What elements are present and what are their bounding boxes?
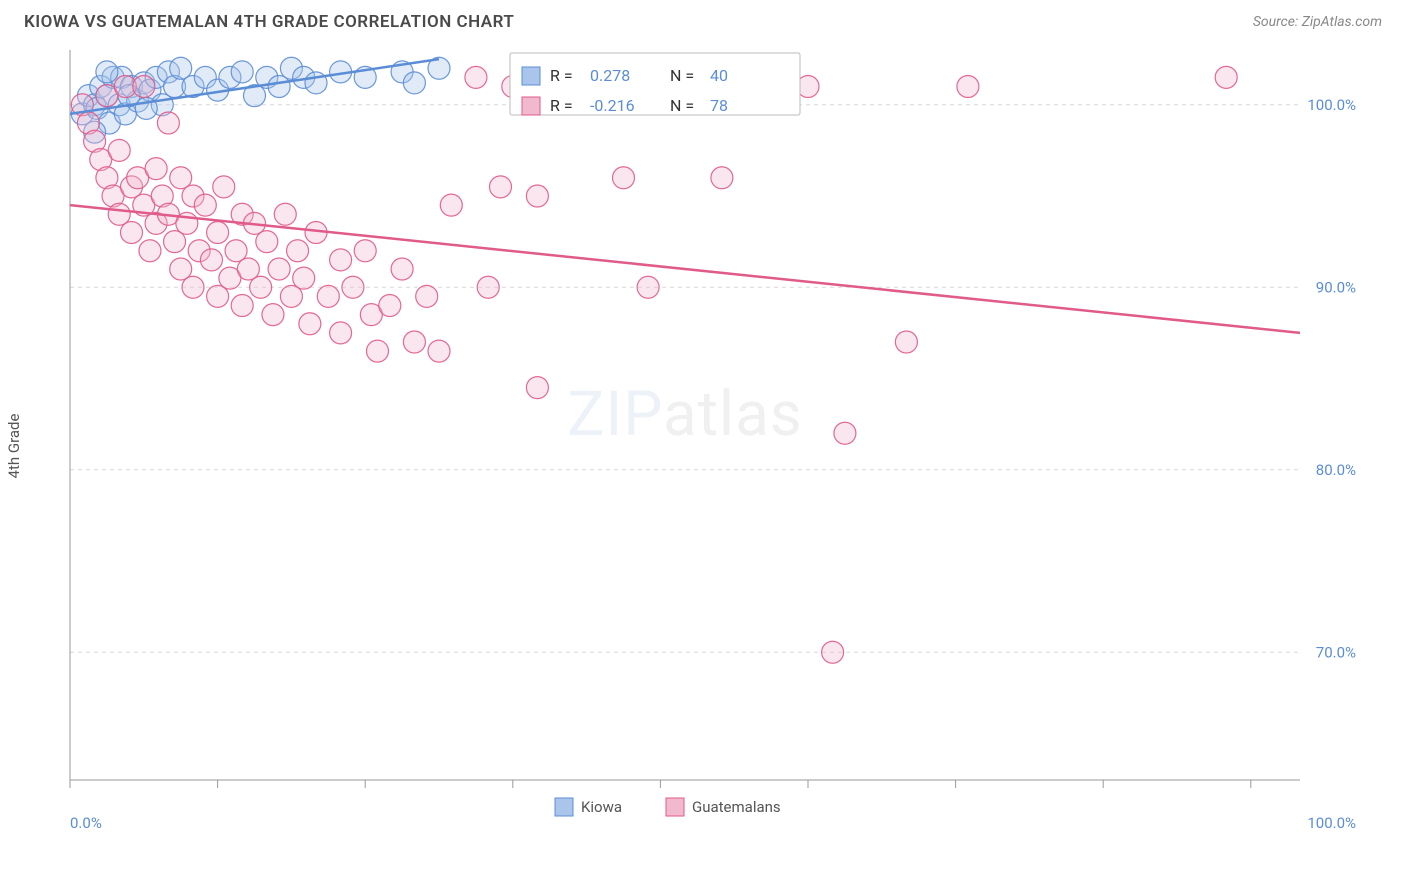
chart-container: 70.0% 80.0% 90.0% 100.0% 0.0% 100.0% ZIPatlas R…	[60, 40, 1382, 840]
data-point-guatemalans	[317, 285, 339, 307]
chart-header: KIOWA VS GUATEMALAN 4TH GRADE CORRELATIO…	[0, 0, 1406, 40]
legend-n-label: N =	[670, 96, 694, 115]
data-point-guatemalans	[490, 176, 512, 198]
data-point-guatemalans	[182, 276, 204, 298]
data-point-guatemalans	[895, 331, 917, 353]
legend-swatch	[522, 67, 540, 85]
legend-r-label: R =	[550, 66, 573, 85]
data-point-guatemalans	[274, 203, 296, 225]
data-point-guatemalans	[822, 641, 844, 663]
data-point-guatemalans	[133, 76, 155, 98]
data-point-guatemalans	[157, 112, 179, 134]
legend-n-value: 40	[710, 66, 728, 85]
data-point-guatemalans	[613, 167, 635, 189]
data-point-guatemalans	[231, 295, 253, 317]
y-tick-label: 90.0%	[1316, 278, 1356, 296]
data-point-guatemalans	[342, 276, 364, 298]
x-legend-swatch	[555, 798, 573, 816]
data-point-guatemalans	[194, 194, 216, 216]
data-point-guatemalans	[330, 249, 352, 271]
scatter-plot: 70.0% 80.0% 90.0% 100.0% 0.0% 100.0% ZIPatlas R…	[60, 40, 1360, 840]
data-point-guatemalans	[391, 258, 413, 280]
data-point-guatemalans	[213, 176, 235, 198]
legend-n-label: N =	[670, 66, 694, 85]
data-point-guatemalans	[440, 194, 462, 216]
data-point-guatemalans	[637, 276, 659, 298]
legend-r-value: 0.278	[590, 66, 630, 85]
chart-title: KIOWA VS GUATEMALAN 4TH GRADE CORRELATIO…	[24, 12, 514, 32]
watermark: ZIPatlas	[567, 378, 803, 451]
data-point-kiowa	[231, 61, 253, 83]
data-point-kiowa	[403, 72, 425, 94]
data-point-guatemalans	[711, 167, 733, 189]
data-point-guatemalans	[379, 295, 401, 317]
data-point-guatemalans	[250, 276, 272, 298]
data-point-guatemalans	[1215, 66, 1237, 88]
legend-n-value: 78	[710, 96, 728, 115]
data-point-guatemalans	[354, 240, 376, 262]
y-tick-label: 80.0%	[1316, 461, 1356, 479]
legend-r-value: -0.216	[590, 96, 635, 115]
data-point-guatemalans	[367, 340, 389, 362]
data-point-guatemalans	[139, 240, 161, 262]
data-point-guatemalans	[416, 285, 438, 307]
data-point-guatemalans	[330, 322, 352, 344]
data-point-guatemalans	[428, 340, 450, 362]
legend-r-label: R =	[550, 96, 573, 115]
data-point-guatemalans	[834, 422, 856, 444]
y-axis-label: 4th Grade	[5, 414, 23, 479]
data-point-guatemalans	[465, 66, 487, 88]
x-legend-label: Kiowa	[581, 798, 622, 816]
data-point-guatemalans	[268, 258, 290, 280]
x-axis-max-label: 100.0%	[1307, 814, 1356, 832]
chart-source: Source: ZipAtlas.com	[1253, 14, 1382, 30]
data-point-guatemalans	[299, 313, 321, 335]
data-point-guatemalans	[207, 222, 229, 244]
data-point-guatemalans	[256, 231, 278, 253]
x-legend-label: Guatemalans	[692, 798, 781, 816]
data-point-kiowa	[96, 61, 118, 83]
data-point-guatemalans	[957, 76, 979, 98]
data-point-guatemalans	[121, 222, 143, 244]
y-tick-label: 70.0%	[1316, 643, 1356, 661]
data-point-guatemalans	[262, 304, 284, 326]
data-point-guatemalans	[403, 331, 425, 353]
data-point-guatemalans	[526, 377, 548, 399]
y-tick-label: 100.0%	[1307, 96, 1356, 114]
x-axis-min-label: 0.0%	[70, 814, 102, 832]
data-point-guatemalans	[477, 276, 499, 298]
data-point-guatemalans	[145, 158, 167, 180]
data-point-guatemalans	[200, 249, 222, 271]
data-point-guatemalans	[287, 240, 309, 262]
data-point-guatemalans	[293, 267, 315, 289]
legend-swatch	[522, 97, 540, 115]
data-point-guatemalans	[108, 139, 130, 161]
x-legend-swatch	[666, 798, 684, 816]
data-point-guatemalans	[526, 185, 548, 207]
